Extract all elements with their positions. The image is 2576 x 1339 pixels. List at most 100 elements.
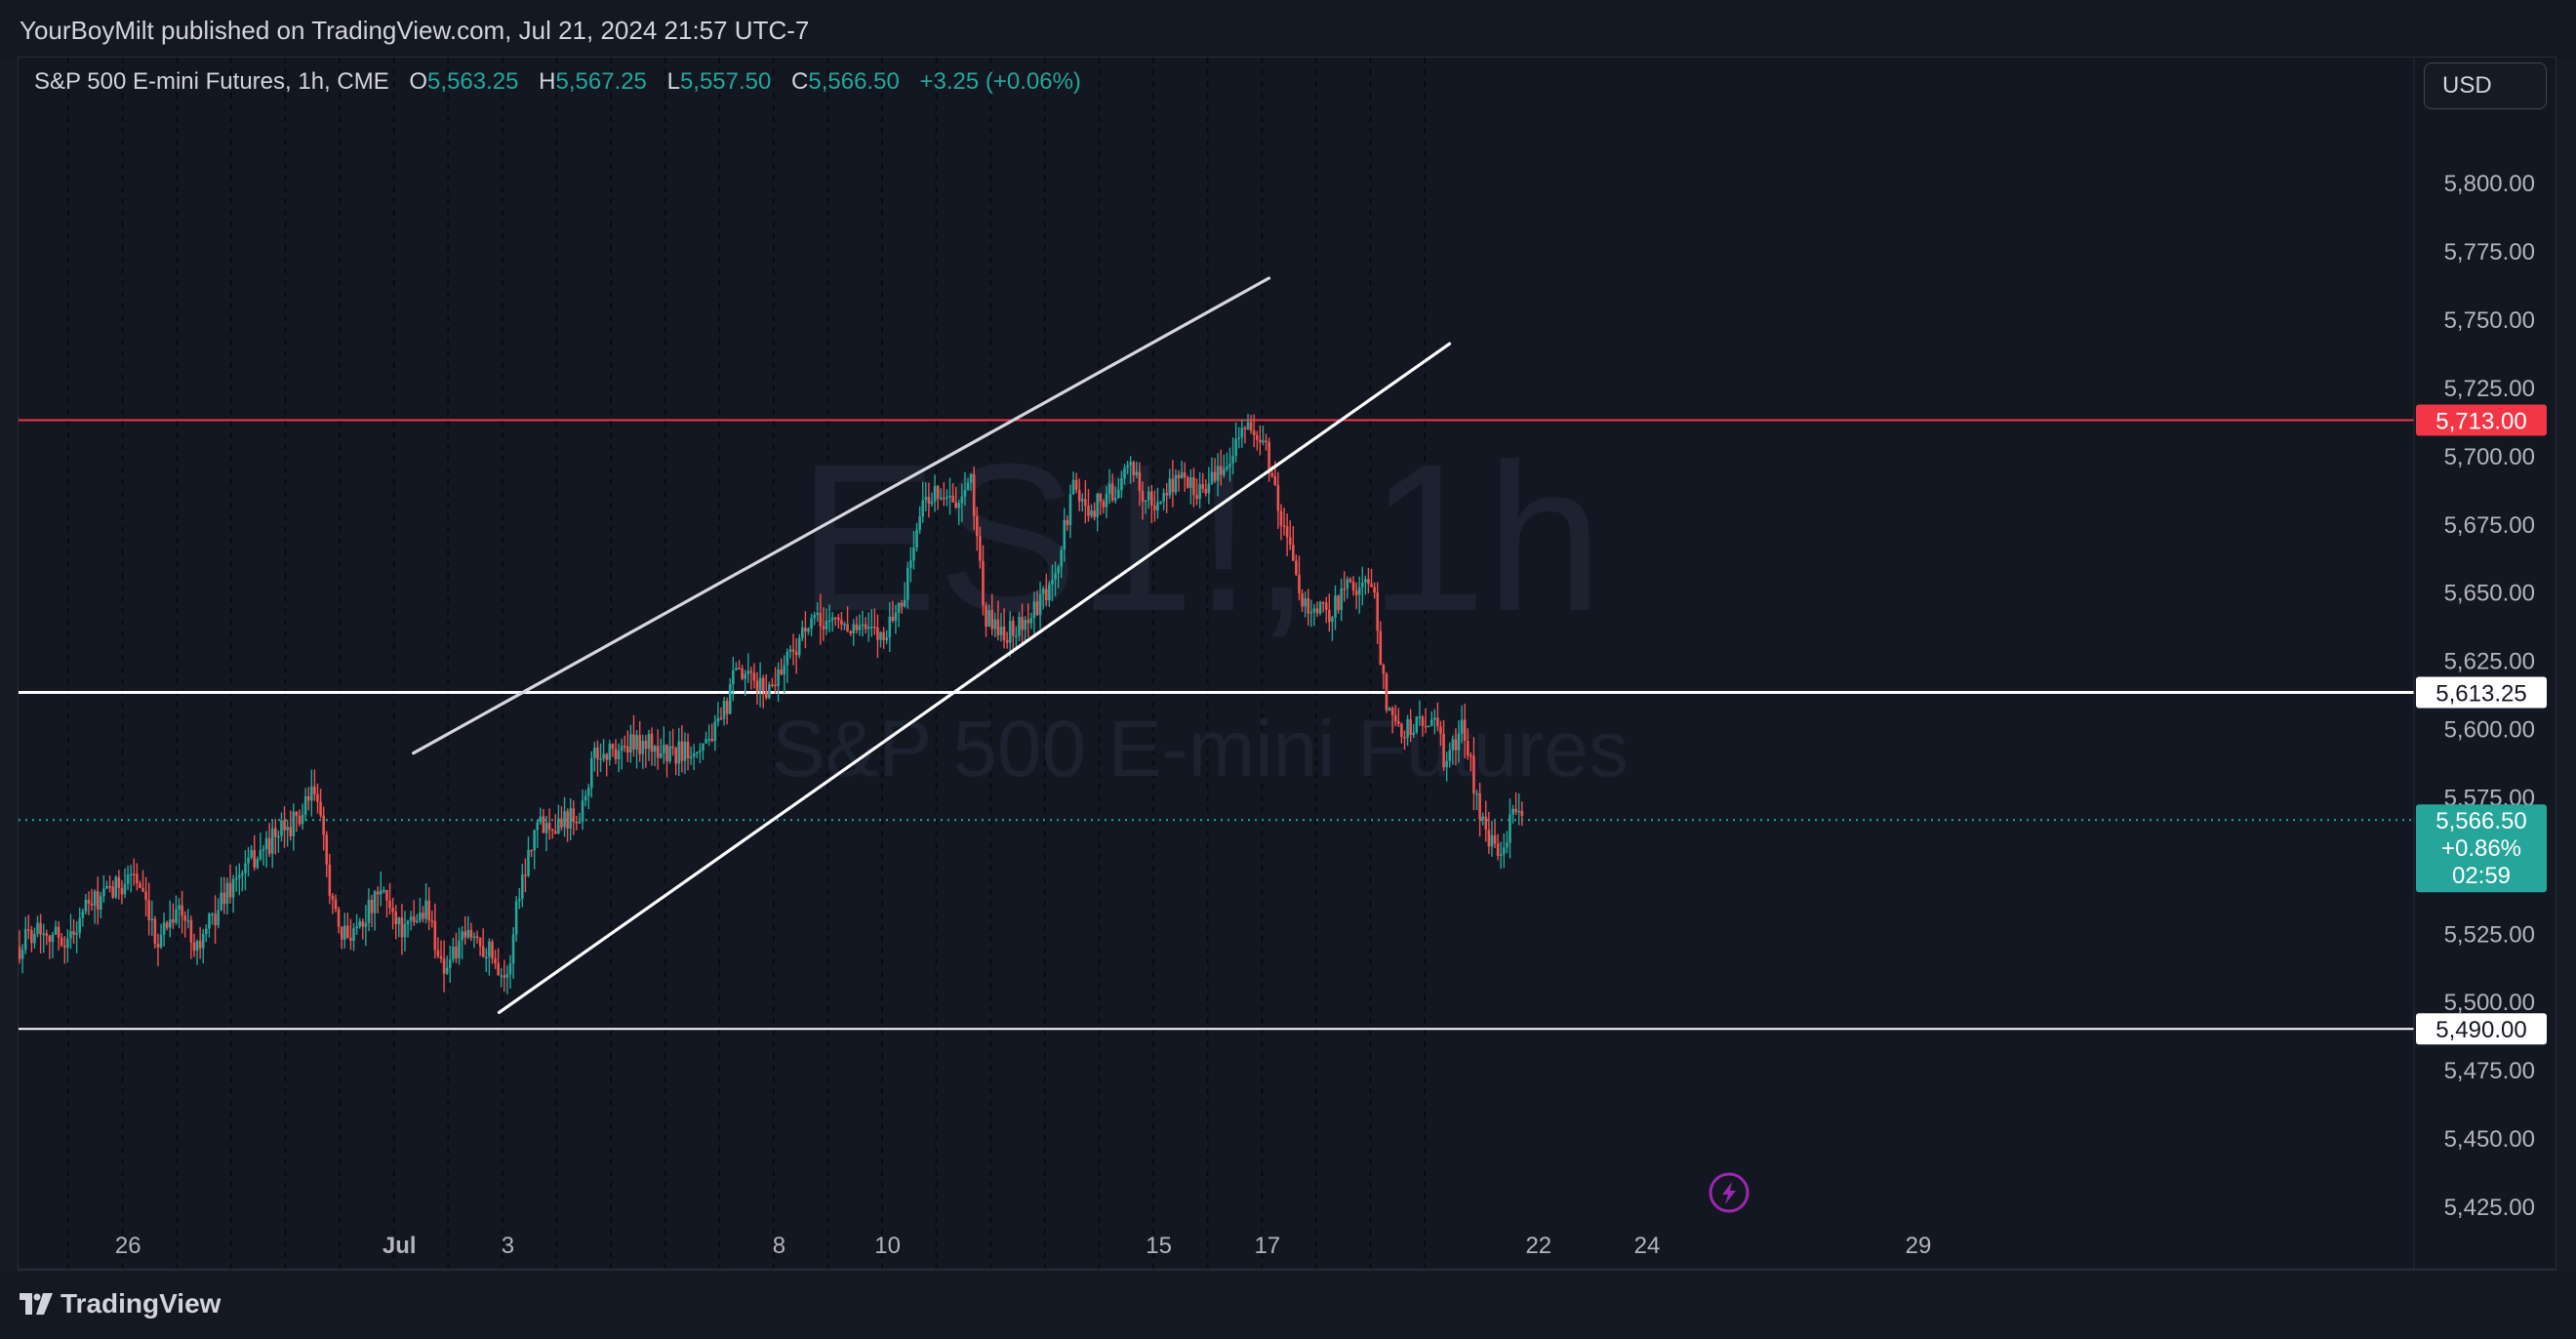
candle-body <box>508 963 512 975</box>
price-tick-label: 5,775.00 <box>2444 239 2535 265</box>
candle-body <box>858 625 862 630</box>
candle-body <box>1478 792 1481 820</box>
channel-lines[interactable] <box>412 276 1452 1015</box>
candle-body <box>719 717 723 720</box>
candle-body <box>738 668 741 670</box>
candle-body <box>626 746 629 753</box>
candle-body <box>921 500 925 517</box>
candle-body <box>641 741 645 754</box>
candles <box>19 414 1524 994</box>
legend-low-value: 5,557.50 <box>679 68 772 95</box>
level-price-label: 5,613.25 <box>2435 680 2526 707</box>
candle-body <box>455 947 458 958</box>
candle-body <box>427 900 430 921</box>
candle-body <box>677 741 681 764</box>
chart-pane[interactable] <box>18 57 2556 1271</box>
price-tick-label: 5,725.00 <box>2444 376 2535 402</box>
candle-body <box>33 933 36 944</box>
candle-body <box>328 864 332 896</box>
candle-body <box>244 863 247 873</box>
candle-body <box>885 637 889 640</box>
candle-body <box>1141 491 1145 502</box>
candle-body <box>385 889 388 901</box>
candle-body <box>1364 579 1367 583</box>
candle-body <box>458 940 461 958</box>
candle-body <box>270 828 274 854</box>
candle-body <box>1268 441 1270 473</box>
candle-body <box>1005 640 1009 643</box>
watermark: ES1!, 1h S&P 500 E-mini Futures <box>772 420 1629 793</box>
candle-body <box>1509 814 1511 843</box>
candle-body <box>430 920 434 922</box>
event-marker[interactable] <box>1709 1172 1750 1213</box>
candle-body <box>614 749 618 760</box>
candle-body <box>656 746 660 758</box>
currency-button[interactable]: USD <box>2424 62 2547 109</box>
candle-body <box>671 746 674 749</box>
candle-body <box>794 651 798 656</box>
candle-body <box>159 934 163 948</box>
candle-body <box>481 946 485 957</box>
candle-body <box>915 529 918 548</box>
candle-body <box>761 677 765 691</box>
candle-body <box>888 616 892 638</box>
tradingview-logo[interactable]: TradingView <box>20 1288 221 1319</box>
candle-body <box>906 567 909 600</box>
candle-body <box>1262 440 1265 443</box>
candle-body <box>93 891 97 906</box>
candle-body <box>1418 716 1422 718</box>
candle-body <box>466 929 470 938</box>
candle-body <box>1454 739 1458 751</box>
candle-body <box>1074 479 1078 490</box>
candle-body <box>1219 466 1223 475</box>
candle-body <box>331 895 335 900</box>
candle-body <box>943 497 946 500</box>
candle-body <box>472 936 476 938</box>
candle-body <box>1132 462 1136 475</box>
channel-upper-line[interactable] <box>412 276 1271 755</box>
time-tick-label: 26 <box>115 1233 141 1259</box>
candle-body <box>1385 673 1389 710</box>
candle-body <box>1008 621 1012 643</box>
time-tick-label: 10 <box>874 1233 901 1259</box>
candle-body <box>728 684 732 714</box>
candle-body <box>924 497 928 501</box>
candle-body <box>1409 719 1412 735</box>
candle-body <box>590 757 593 789</box>
candle-body <box>1346 579 1349 589</box>
candle-body <box>791 649 795 652</box>
candle-body <box>1334 595 1337 618</box>
candle-body <box>584 795 587 801</box>
candle-body <box>1068 494 1072 525</box>
candle-body <box>139 882 141 888</box>
candle-body <box>686 741 690 759</box>
price-axis[interactable]: 5,425.00 5,450.00 5,475.00 5,500.00 5,525.00… <box>2444 171 2535 1221</box>
candle-body <box>334 899 338 910</box>
candle-body <box>316 793 319 802</box>
channel-lower-line[interactable] <box>497 342 1452 1015</box>
candle-body <box>195 941 199 952</box>
candle-body <box>1189 477 1192 488</box>
candle-body <box>123 883 127 895</box>
time-axis[interactable]: 26 Jul 3 8 10 15 17 22 24 29 <box>115 1233 1932 1259</box>
candle-body <box>987 610 990 628</box>
candle-body <box>280 820 283 836</box>
candle-body <box>382 889 385 892</box>
candle-body <box>825 621 828 629</box>
candle-body <box>433 920 437 951</box>
candle-body <box>1093 510 1096 517</box>
price-tick-label: 5,650.00 <box>2444 581 2535 607</box>
candle-body <box>1348 579 1352 583</box>
candle-body <box>861 624 865 627</box>
candle-body <box>939 497 943 500</box>
candle-body <box>222 892 226 905</box>
candle-body <box>1035 601 1039 616</box>
candle-body <box>373 891 377 913</box>
candle-body <box>1066 520 1069 525</box>
candle-body <box>1379 630 1383 666</box>
candle-body <box>1041 588 1045 594</box>
candle-body <box>912 547 915 561</box>
candle-body <box>310 786 313 801</box>
candle-body <box>461 931 463 941</box>
